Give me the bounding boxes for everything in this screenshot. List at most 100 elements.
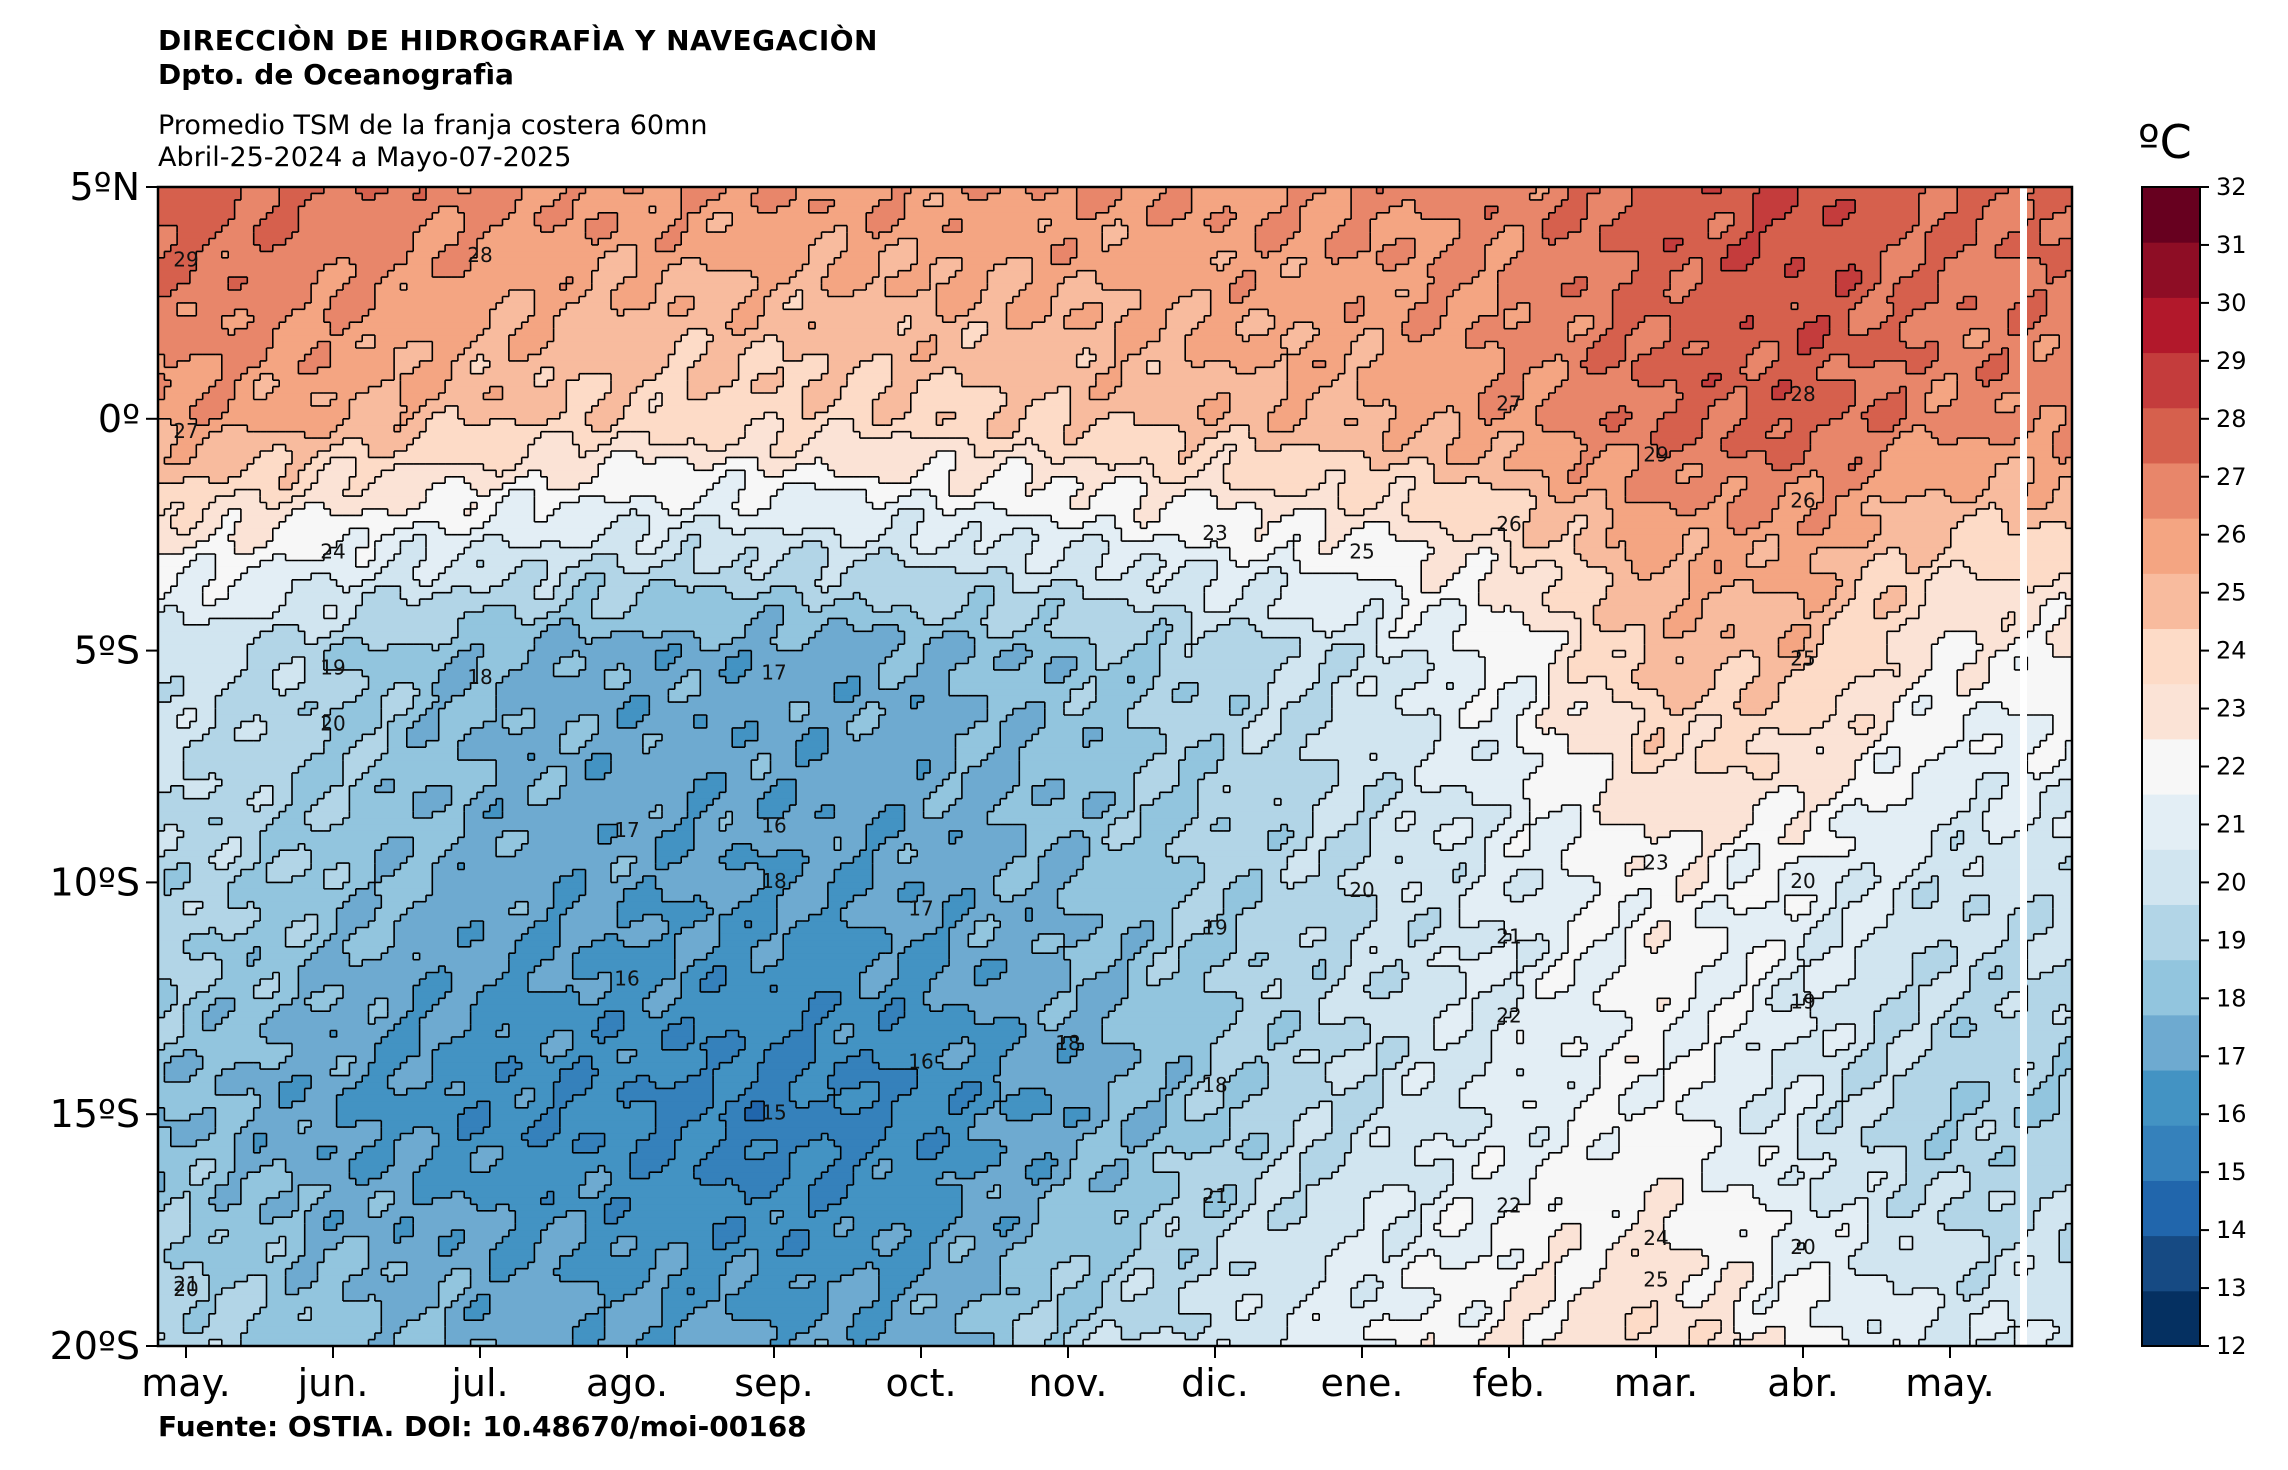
heatmap-cell bbox=[1210, 579, 1250, 587]
heatmap-cell bbox=[949, 219, 963, 227]
heatmap-cell bbox=[170, 244, 204, 252]
heatmap-cell bbox=[579, 650, 657, 658]
heatmap-cell bbox=[872, 399, 912, 407]
heatmap-cell bbox=[1185, 341, 1282, 349]
heatmap-cell bbox=[1561, 805, 1582, 813]
heatmap-cell bbox=[744, 483, 784, 491]
heatmap-cell bbox=[1676, 476, 1690, 484]
heatmap-cell bbox=[158, 669, 242, 677]
heatmap-cell bbox=[1529, 624, 1582, 632]
heatmap-cell bbox=[1855, 302, 1894, 310]
heatmap-cell bbox=[757, 206, 778, 214]
heatmap-cell bbox=[898, 554, 1027, 562]
heatmap-cell bbox=[1670, 277, 1703, 285]
heatmap-cell bbox=[1548, 669, 1569, 677]
heatmap-cell bbox=[1580, 644, 1646, 652]
heatmap-cell bbox=[751, 657, 886, 665]
heatmap-cell bbox=[1727, 869, 1754, 877]
heatmap-cell bbox=[2052, 895, 2073, 903]
heatmap-cell bbox=[744, 566, 772, 574]
heatmap-cell bbox=[425, 187, 459, 195]
heatmap-cell bbox=[1408, 882, 1422, 890]
heatmap-cell bbox=[158, 302, 178, 310]
heatmap-cell bbox=[336, 611, 357, 620]
heatmap-cell bbox=[796, 779, 944, 787]
heatmap-cell bbox=[1185, 824, 1212, 832]
heatmap-cell bbox=[1248, 309, 1269, 317]
heatmap-cell bbox=[687, 669, 701, 677]
heatmap-cell bbox=[789, 296, 803, 304]
heatmap-cell bbox=[209, 386, 236, 394]
heatmap-cell bbox=[1612, 521, 1729, 529]
heatmap-cell bbox=[1542, 225, 1582, 233]
heatmap-cell bbox=[1287, 386, 1320, 394]
heatmap-cell bbox=[343, 779, 357, 787]
heatmap-cell bbox=[1835, 882, 1875, 890]
heatmap-cell bbox=[1855, 766, 1875, 774]
heatmap-cell bbox=[942, 779, 963, 787]
heatmap-cell bbox=[891, 521, 918, 529]
heatmap-cell bbox=[917, 386, 1001, 394]
heatmap-cell bbox=[1268, 611, 1359, 620]
heatmap-cell bbox=[228, 682, 274, 690]
heatmap-cell bbox=[1115, 322, 1167, 330]
heatmap-cell bbox=[1599, 187, 1633, 195]
heatmap-cell bbox=[853, 856, 874, 864]
heatmap-cell bbox=[1102, 837, 1135, 845]
heatmap-cell bbox=[1957, 438, 1990, 446]
heatmap-cell bbox=[158, 618, 185, 626]
heatmap-cell bbox=[1746, 740, 1875, 748]
heatmap-cell bbox=[1051, 219, 1116, 227]
heatmap-cell bbox=[1855, 592, 1882, 600]
heatmap-cell bbox=[1561, 199, 1588, 207]
heatmap-cell bbox=[1504, 528, 1524, 536]
heatmap-cell bbox=[496, 702, 625, 710]
heatmap-cell bbox=[872, 624, 899, 632]
heatmap-cell bbox=[228, 586, 293, 594]
heatmap-cell bbox=[253, 547, 331, 555]
heatmap-cell bbox=[993, 541, 1033, 549]
heatmap-cell bbox=[1044, 702, 1065, 710]
heatmap-cell bbox=[272, 528, 350, 536]
heatmap-cell bbox=[1695, 618, 1831, 626]
heatmap-cell bbox=[285, 554, 325, 562]
heatmap-cell bbox=[1427, 418, 1461, 426]
heatmap-cell bbox=[374, 296, 504, 304]
heatmap-cell bbox=[1478, 689, 1499, 697]
heatmap-cell bbox=[1523, 528, 1569, 536]
heatmap-cell bbox=[585, 290, 612, 298]
heatmap-cell bbox=[1146, 483, 1231, 491]
heatmap-cell bbox=[1102, 283, 1231, 291]
heatmap-cell bbox=[1746, 450, 1767, 459]
heatmap-cell bbox=[1804, 805, 1818, 813]
heatmap-cell bbox=[1287, 373, 1339, 381]
heatmap-cell bbox=[209, 476, 229, 484]
heatmap-cell bbox=[272, 676, 306, 684]
heatmap-cell bbox=[1280, 592, 1403, 600]
heatmap-cell bbox=[776, 850, 803, 858]
heatmap-cell bbox=[904, 212, 1078, 220]
heatmap-cell bbox=[598, 824, 618, 832]
heatmap-cell bbox=[1784, 264, 1805, 272]
heatmap-cell bbox=[368, 541, 376, 549]
heatmap-cell bbox=[1861, 508, 1977, 516]
heatmap-cell bbox=[164, 386, 210, 394]
heatmap-cell bbox=[279, 811, 306, 819]
heatmap-cell bbox=[445, 566, 516, 574]
heatmap-cell bbox=[158, 682, 185, 690]
heatmap-cell bbox=[1804, 257, 1882, 265]
heatmap-cell bbox=[1063, 785, 1135, 793]
heatmap-cell bbox=[1408, 489, 1531, 497]
heatmap-cell bbox=[1051, 457, 1065, 465]
heatmap-cell bbox=[1382, 244, 1416, 252]
heatmap-cell bbox=[298, 708, 312, 716]
heatmap-cell bbox=[247, 663, 280, 671]
heatmap-cell bbox=[1721, 489, 1741, 497]
heatmap-cell bbox=[1561, 850, 1703, 858]
heatmap-cell bbox=[2027, 663, 2073, 671]
heatmap-cell bbox=[808, 257, 835, 265]
heatmap-cell bbox=[1867, 888, 1894, 896]
heatmap-cell bbox=[1708, 502, 1729, 510]
heatmap-cell bbox=[260, 631, 306, 639]
heatmap-cell bbox=[770, 637, 810, 645]
